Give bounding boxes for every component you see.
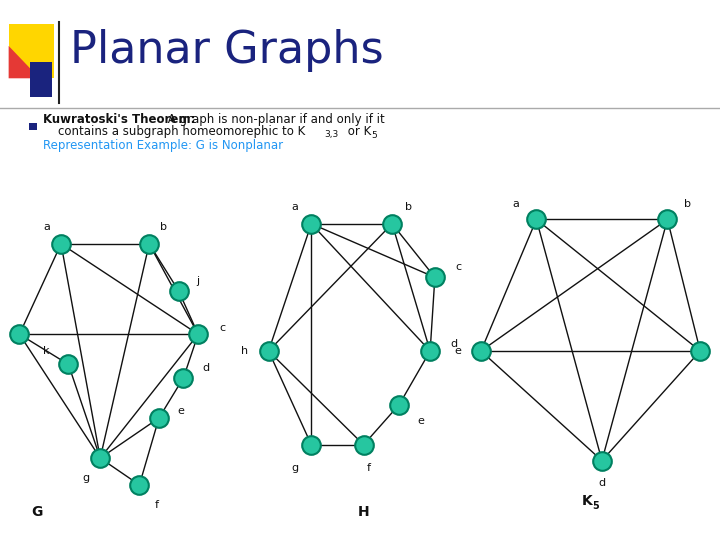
Point <box>178 374 189 382</box>
Text: G: G <box>31 505 42 519</box>
Point <box>531 215 542 224</box>
Text: d: d <box>598 477 606 488</box>
Polygon shape <box>29 123 37 130</box>
Text: j: j <box>197 276 199 286</box>
Point <box>263 347 274 355</box>
Text: f: f <box>155 500 158 510</box>
Text: b: b <box>684 199 691 209</box>
Text: d: d <box>202 363 209 373</box>
Point <box>694 347 706 355</box>
Text: d: d <box>450 339 457 349</box>
Point <box>134 481 145 489</box>
Text: h: h <box>241 346 248 356</box>
Text: Planar Graphs: Planar Graphs <box>70 29 384 72</box>
Point <box>393 400 405 409</box>
Text: a: a <box>513 199 520 209</box>
Point <box>143 240 155 248</box>
Point <box>387 219 398 228</box>
Point <box>358 441 369 449</box>
Text: H: H <box>358 505 369 519</box>
Polygon shape <box>9 24 54 78</box>
Text: a: a <box>292 202 298 212</box>
Text: Representation Example: G is Nonplanar: Representation Example: G is Nonplanar <box>43 139 284 152</box>
Text: 5: 5 <box>593 501 599 511</box>
Text: b: b <box>161 222 167 232</box>
Polygon shape <box>30 62 52 97</box>
Point <box>63 360 74 369</box>
Point <box>475 347 487 355</box>
Point <box>596 456 608 465</box>
Text: 5: 5 <box>371 131 377 139</box>
Text: e: e <box>455 346 462 356</box>
Text: e: e <box>417 416 424 426</box>
Point <box>305 219 317 228</box>
Text: K: K <box>582 494 592 508</box>
Point <box>14 330 25 339</box>
Point <box>153 414 165 422</box>
Text: c: c <box>456 262 462 272</box>
Text: Kuwratoski's Theorem:: Kuwratoski's Theorem: <box>43 113 196 126</box>
Text: e: e <box>178 406 184 416</box>
Point <box>192 330 204 339</box>
Text: a: a <box>43 222 50 232</box>
Point <box>424 347 436 355</box>
Point <box>305 441 317 449</box>
Text: f: f <box>366 463 370 473</box>
Text: g: g <box>291 463 298 473</box>
Point <box>662 215 673 224</box>
Point <box>429 273 441 282</box>
Text: contains a subgraph homeomorephic to K: contains a subgraph homeomorephic to K <box>43 125 305 138</box>
Text: or K: or K <box>344 125 372 138</box>
Point <box>94 454 106 462</box>
Text: c: c <box>220 322 225 333</box>
Text: 3,3: 3,3 <box>324 131 338 139</box>
Text: b: b <box>405 202 413 212</box>
Text: g: g <box>82 473 89 483</box>
Point <box>55 240 67 248</box>
Text: k: k <box>43 346 50 356</box>
Polygon shape <box>9 46 40 78</box>
Point <box>173 286 184 295</box>
Text: A graph is non-planar if and only if it: A graph is non-planar if and only if it <box>164 113 385 126</box>
